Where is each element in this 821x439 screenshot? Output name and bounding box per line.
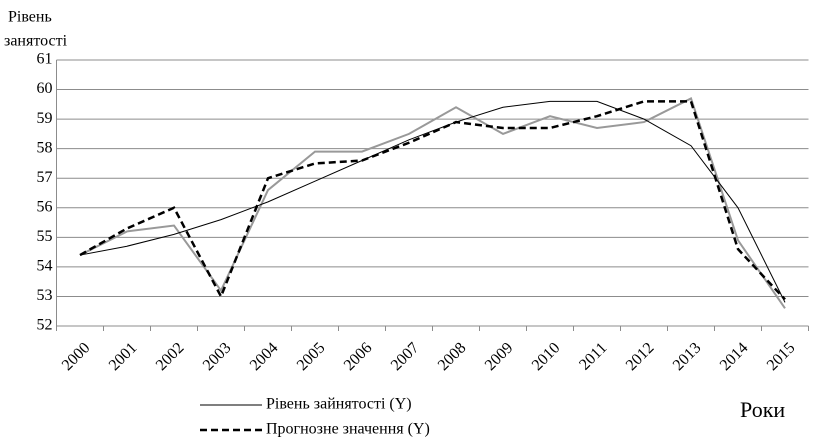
line-series — [79, 100, 786, 301]
y-tick-label: 59 — [37, 110, 53, 127]
y-tick-label: 52 — [37, 317, 53, 334]
x-tick-label: 2008 — [435, 339, 470, 374]
y-tick-label: 54 — [37, 258, 53, 275]
x-tick-label: 2012 — [623, 339, 658, 374]
line-series — [79, 100, 786, 303]
y-tick-label: 55 — [37, 228, 53, 245]
y-tick-label: 61 — [37, 51, 53, 68]
x-tick-label: 2001 — [106, 339, 141, 374]
y-tick-label: 56 — [37, 198, 53, 215]
x-tick-label: 2014 — [717, 339, 752, 374]
x-tick-label: 2004 — [247, 339, 282, 374]
y-tick-label: 60 — [37, 80, 53, 97]
x-tick-label: 2006 — [341, 339, 376, 374]
x-axis-title: Роки — [740, 397, 785, 422]
line-series — [79, 97, 786, 309]
x-tick-label: 2011 — [576, 339, 610, 373]
legend-label: Прогнозне значення (Y) — [266, 421, 430, 438]
x-tick-label: 2007 — [388, 339, 423, 374]
legend-label: Рівень зайнятості (Y) — [266, 396, 412, 413]
x-tick-label: 2002 — [153, 339, 188, 374]
x-tick-label: 2003 — [200, 339, 235, 374]
x-tick-label: 2015 — [764, 339, 799, 374]
x-tick-label: 2013 — [670, 339, 705, 374]
y-axis-title: занятості — [4, 33, 68, 50]
y-tick-label: 53 — [37, 287, 53, 304]
y-tick-label: 57 — [37, 169, 53, 186]
x-tick-label: 2009 — [482, 339, 517, 374]
x-tick-label: 2010 — [529, 339, 564, 374]
y-axis-title: Рівень — [8, 9, 52, 26]
y-tick-label: 58 — [37, 139, 53, 156]
x-tick-label: 2000 — [59, 339, 94, 374]
x-tick-label: 2005 — [294, 339, 329, 374]
